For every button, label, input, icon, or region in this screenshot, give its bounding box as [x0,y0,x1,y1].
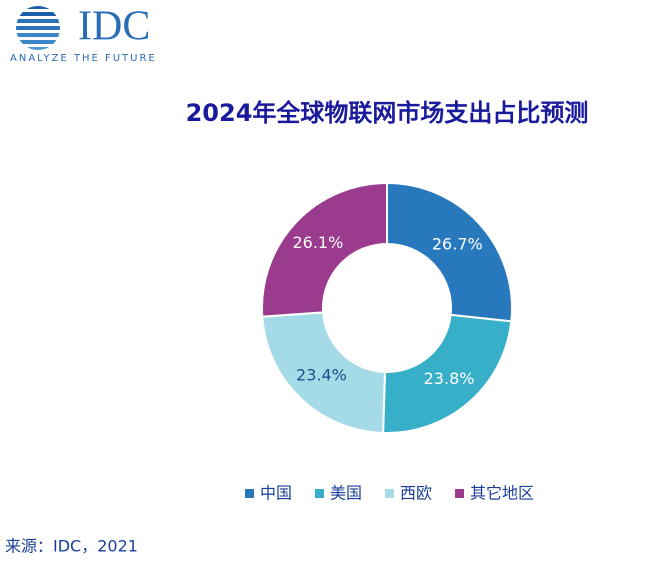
legend-swatch [385,489,394,498]
donut-segment [261,311,387,434]
legend-label: 美国 [330,484,362,503]
data-label: 23.8% [424,369,475,388]
donut-segment [261,181,388,318]
legend-label: 西欧 [400,484,432,503]
data-label: 26.1% [292,233,343,252]
donut-segment [382,313,513,434]
legend-label: 其它地区 [470,484,534,503]
legend-label: 中国 [260,484,292,503]
data-label: 23.4% [296,366,347,385]
logo-globe [16,6,60,50]
source: 来源：IDC，2021 [5,537,138,556]
legend-swatch [455,489,464,498]
logo-tagline: ANALYZE THE FUTURE [10,53,157,64]
data-label: 26.7% [432,234,483,253]
legend-swatch [245,489,254,498]
chart-title: 2024年全球物联网市场支出占比预测 [186,99,589,127]
legend-swatch [315,489,324,498]
donut-segment [386,181,513,323]
logo-name: IDC [78,4,150,50]
logo: IDC ANALYZE THE FUTURE [10,4,157,64]
